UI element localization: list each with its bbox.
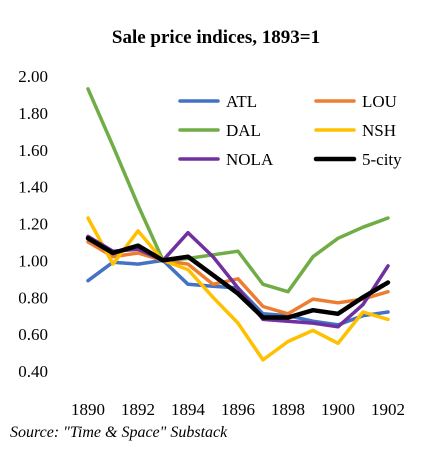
series-line-nsh bbox=[86, 216, 390, 362]
legend-label-nsh: NSH bbox=[362, 121, 396, 140]
plot-area bbox=[85, 87, 391, 362]
x-tick-label: 1896 bbox=[221, 400, 255, 419]
series-line-lou bbox=[86, 240, 390, 316]
y-tick-label: 1.40 bbox=[18, 178, 48, 197]
source-note: Source: "Time & Space" Substack bbox=[10, 424, 228, 441]
y-tick-label: 1.80 bbox=[18, 104, 48, 123]
y-axis: 0.40 0.60 0.80 1.00 1.20 1.40 1.60 1.80 2.00 bbox=[18, 67, 48, 381]
legend-label-dal: DAL bbox=[226, 121, 261, 140]
y-tick-label: 1.60 bbox=[18, 141, 48, 160]
x-tick-label: 1902 bbox=[371, 400, 405, 419]
series-line-5-city bbox=[85, 236, 391, 320]
legend-label-lou: LOU bbox=[362, 92, 397, 111]
x-tick-label: 1890 bbox=[71, 400, 105, 419]
chart-title: Sale price indices, 1893=1 bbox=[112, 27, 320, 48]
x-tick-label: 1900 bbox=[321, 400, 355, 419]
x-axis: 1890 1892 1894 1896 1898 1900 1902 bbox=[71, 400, 405, 419]
legend-label-5-city: 5-city bbox=[362, 150, 402, 169]
y-tick-label: 0.60 bbox=[18, 325, 48, 344]
y-tick-label: 2.00 bbox=[18, 67, 48, 86]
x-tick-label: 1892 bbox=[121, 400, 155, 419]
y-tick-label: 0.40 bbox=[18, 362, 48, 381]
x-tick-label: 1894 bbox=[171, 400, 206, 419]
y-tick-label: 0.80 bbox=[18, 288, 48, 307]
series-line-nola bbox=[86, 230, 390, 329]
legend: ATL LOU DAL NSH NOLA 5-city bbox=[178, 92, 402, 169]
y-tick-label: 1.00 bbox=[18, 251, 48, 270]
x-tick-label: 1898 bbox=[271, 400, 305, 419]
legend-label-nola: NOLA bbox=[226, 150, 274, 169]
y-tick-label: 1.20 bbox=[18, 215, 48, 234]
series-line-dal bbox=[86, 87, 390, 294]
legend-label-atl: ATL bbox=[226, 92, 257, 111]
